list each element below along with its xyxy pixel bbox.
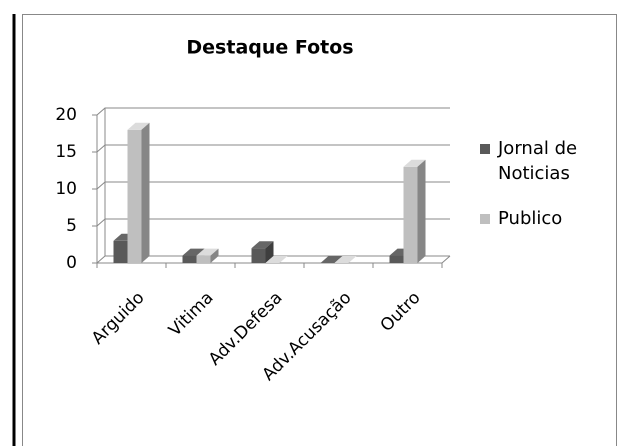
bar-front [182,255,197,263]
legend-item: Jornal de Noticias [480,136,610,186]
y-tick-label: 20 [55,105,77,125]
x-tick-label: Outro [377,288,425,336]
x-tick-label: Vitima [165,288,218,341]
legend-swatch [480,144,490,154]
bar-side [417,159,426,263]
legend-label: Publico [498,208,563,229]
bar-side [210,248,219,263]
y-tick-label: 10 [55,179,77,199]
x-tick-label: Arguido [88,288,149,349]
grid-line [96,144,450,153]
chart-frame [22,14,617,446]
bar-top [251,241,274,249]
grid-line [96,181,450,190]
y-tick-label: 15 [55,142,77,162]
legend-item: Publico [480,206,610,231]
bar-top [127,122,150,130]
bar-top [182,248,205,256]
bar-top [403,159,426,167]
bar-top [265,256,288,263]
bar-top [196,248,219,256]
legend-label: Jornal de Noticias [498,138,578,184]
chart-title: Destaque Fotos [186,37,353,59]
grid-line [96,218,450,227]
bar-top [320,256,343,263]
bar-front [403,166,418,263]
bar-front [389,255,404,263]
bar-top [334,256,357,263]
legend-swatch [480,214,490,224]
legend: Jornal de Noticias Publico [480,136,610,251]
bar-side [141,122,150,263]
bar-front [127,129,142,263]
y-tick-label: 5 [66,216,77,236]
bar-side [265,241,274,263]
bar-front [251,248,266,263]
grid-line [96,107,450,116]
y-tick-label: 0 [66,253,77,273]
bar-front [196,255,211,263]
bar-front [113,240,128,263]
